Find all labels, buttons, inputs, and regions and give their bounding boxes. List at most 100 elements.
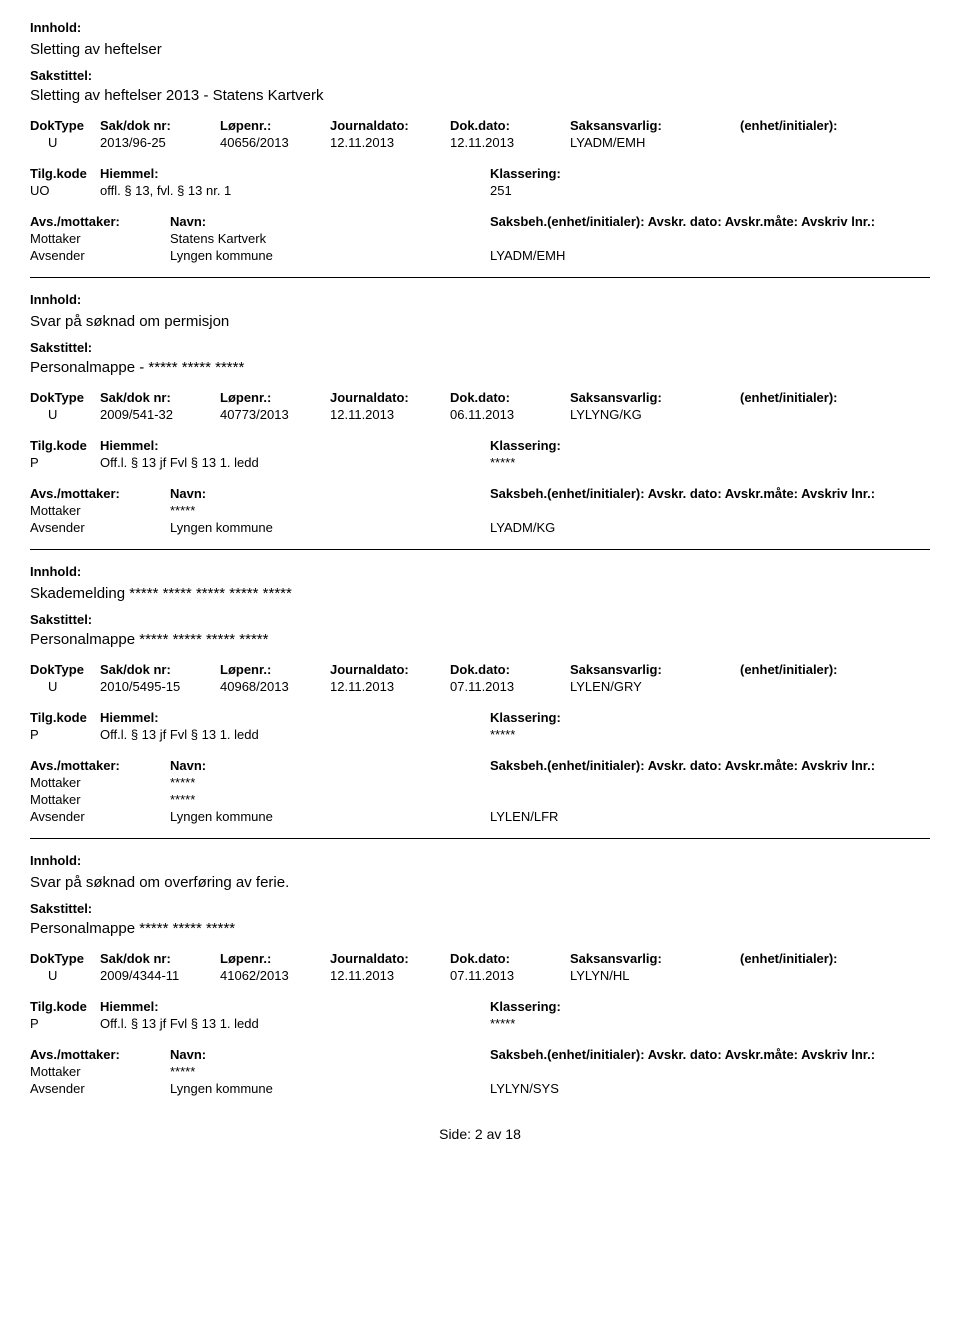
lopenr-value: 41062/2013 [220,968,330,983]
avs-row-labels: Avs./mottaker: Navn: Saksbeh.(enhet/init… [30,214,930,229]
party-role: Mottaker [30,775,170,790]
avsmottaker-label: Avs./mottaker: [30,214,170,229]
sakdoknr-label: Sak/dok nr: [100,951,220,966]
tilg-row-labels: Tilg.kode Hiemmel: Klassering: [30,710,930,725]
avsmottaker-label: Avs./mottaker: [30,1047,170,1062]
innhold-label: Innhold: [30,853,930,868]
doktype-label: DokType [30,951,100,966]
lopenr-label: Løpenr.: [220,390,330,405]
journal-entry: Innhold: Svar på søknad om overføring av… [30,853,930,1096]
avs-row-labels: Avs./mottaker: Navn: Saksbeh.(enhet/init… [30,758,930,773]
party-role: Avsender [30,248,170,263]
dokdato-value: 07.11.2013 [450,679,570,694]
tilgkode-label: Tilg.kode [30,166,100,181]
sakdoknr-label: Sak/dok nr: [100,118,220,133]
party-row: Mottaker ***** [30,1064,930,1079]
sakdoknr-value: 2009/541-32 [100,407,220,422]
page-footer: Side: 2 av 18 [30,1126,930,1142]
party-row: Mottaker Statens Kartverk [30,231,930,246]
tilg-row-labels: Tilg.kode Hiemmel: Klassering: [30,438,930,453]
enhet-init-label: (enhet/initialer): [740,662,838,677]
enhet-init-label: (enhet/initialer): [740,390,838,405]
header-row-values: U 2009/541-32 40773/2013 12.11.2013 06.1… [30,407,930,422]
tilg-row-labels: Tilg.kode Hiemmel: Klassering: [30,999,930,1014]
party-role: Mottaker [30,792,170,807]
saksbeh-label: Saksbeh.(enhet/initialer): Avskr. dato: … [490,1047,875,1062]
klassering-label: Klassering: [490,710,690,725]
party-name: Lyngen kommune [170,1081,490,1096]
tilg-row-values: UO offl. § 13, fvl. § 13 nr. 1 251 [30,183,930,198]
party-row: Mottaker ***** [30,792,930,807]
sakdoknr-label: Sak/dok nr: [100,390,220,405]
journaldato-label: Journaldato: [330,390,450,405]
doktype-label: DokType [30,118,100,133]
hjemmel-value: offl. § 13, fvl. § 13 nr. 1 [100,183,490,198]
saksansvarlig-label: Saksansvarlig: [570,662,740,677]
enhet-init-label: (enhet/initialer): [740,951,838,966]
navn-label: Navn: [170,214,490,229]
header-row-labels: DokType Sak/dok nr: Løpenr.: Journaldato… [30,390,930,405]
navn-label: Navn: [170,758,490,773]
dokdato-value: 07.11.2013 [450,968,570,983]
journaldato-value: 12.11.2013 [330,968,450,983]
header-row-labels: DokType Sak/dok nr: Løpenr.: Journaldato… [30,951,930,966]
tilgkode-value: UO [30,183,100,198]
lopenr-value: 40656/2013 [220,135,330,150]
party-name: ***** [170,1064,490,1079]
side-total: 18 [505,1126,521,1142]
saksansvarlig-value: LYLEN/GRY [570,679,740,694]
saksbeh-label: Saksbeh.(enhet/initialer): Avskr. dato: … [490,214,875,229]
sakstittel-text: Personalmappe ***** ***** ***** ***** [30,631,930,648]
saksansvarlig-value: LYLYN/HL [570,968,740,983]
party-role: Avsender [30,520,170,535]
dokdato-value: 12.11.2013 [450,135,570,150]
party-name: Statens Kartverk [170,231,490,246]
journaldato-value: 12.11.2013 [330,407,450,422]
avsmottaker-label: Avs./mottaker: [30,486,170,501]
tilgkode-label: Tilg.kode [30,438,100,453]
header-row-values: U 2013/96-25 40656/2013 12.11.2013 12.11… [30,135,930,150]
doktype-value: U [30,679,100,694]
lopenr-label: Løpenr.: [220,662,330,677]
sakstittel-label: Sakstittel: [30,340,930,355]
tilgkode-value: P [30,727,100,742]
navn-label: Navn: [170,1047,490,1062]
dokdato-value: 06.11.2013 [450,407,570,422]
journaldato-label: Journaldato: [330,118,450,133]
party-row: Avsender Lyngen kommune LYLEN/LFR [30,809,930,824]
doktype-value: U [30,407,100,422]
entry-separator [30,549,930,550]
header-row-labels: DokType Sak/dok nr: Løpenr.: Journaldato… [30,662,930,677]
sakstittel-text: Personalmappe ***** ***** ***** [30,920,930,937]
innhold-label: Innhold: [30,292,930,307]
sakdoknr-value: 2009/4344-11 [100,968,220,983]
hjemmel-value: Off.l. § 13 jf Fvl § 13 1. ledd [100,727,490,742]
party-name: Lyngen kommune [170,520,490,535]
party-row: Avsender Lyngen kommune LYADM/KG [30,520,930,535]
journal-entry: Innhold: Svar på søknad om permisjon Sak… [30,292,930,535]
tilg-row-values: P Off.l. § 13 jf Fvl § 13 1. ledd ***** [30,1016,930,1031]
enhet-init-label: (enhet/initialer): [740,118,838,133]
dokdato-label: Dok.dato: [450,951,570,966]
party-name: ***** [170,775,490,790]
klassering-label: Klassering: [490,438,690,453]
party-saksbeh: LYLYN/SYS [490,1081,559,1096]
doktype-value: U [30,968,100,983]
sakdoknr-value: 2013/96-25 [100,135,220,150]
sakstittel-label: Sakstittel: [30,68,930,83]
tilgkode-value: P [30,455,100,470]
navn-label: Navn: [170,486,490,501]
sakdoknr-label: Sak/dok nr: [100,662,220,677]
header-row-labels: DokType Sak/dok nr: Løpenr.: Journaldato… [30,118,930,133]
hjemmel-value: Off.l. § 13 jf Fvl § 13 1. ledd [100,455,490,470]
klassering-value: ***** [490,727,690,742]
entry-separator [30,838,930,839]
party-saksbeh: LYADM/EMH [490,248,565,263]
tilgkode-label: Tilg.kode [30,999,100,1014]
header-row-values: U 2009/4344-11 41062/2013 12.11.2013 07.… [30,968,930,983]
lopenr-value: 40773/2013 [220,407,330,422]
klassering-label: Klassering: [490,166,690,181]
party-name: ***** [170,792,490,807]
entries-container: Innhold: Sletting av heftelser Sakstitte… [30,20,930,1096]
saksbeh-label: Saksbeh.(enhet/initialer): Avskr. dato: … [490,486,875,501]
